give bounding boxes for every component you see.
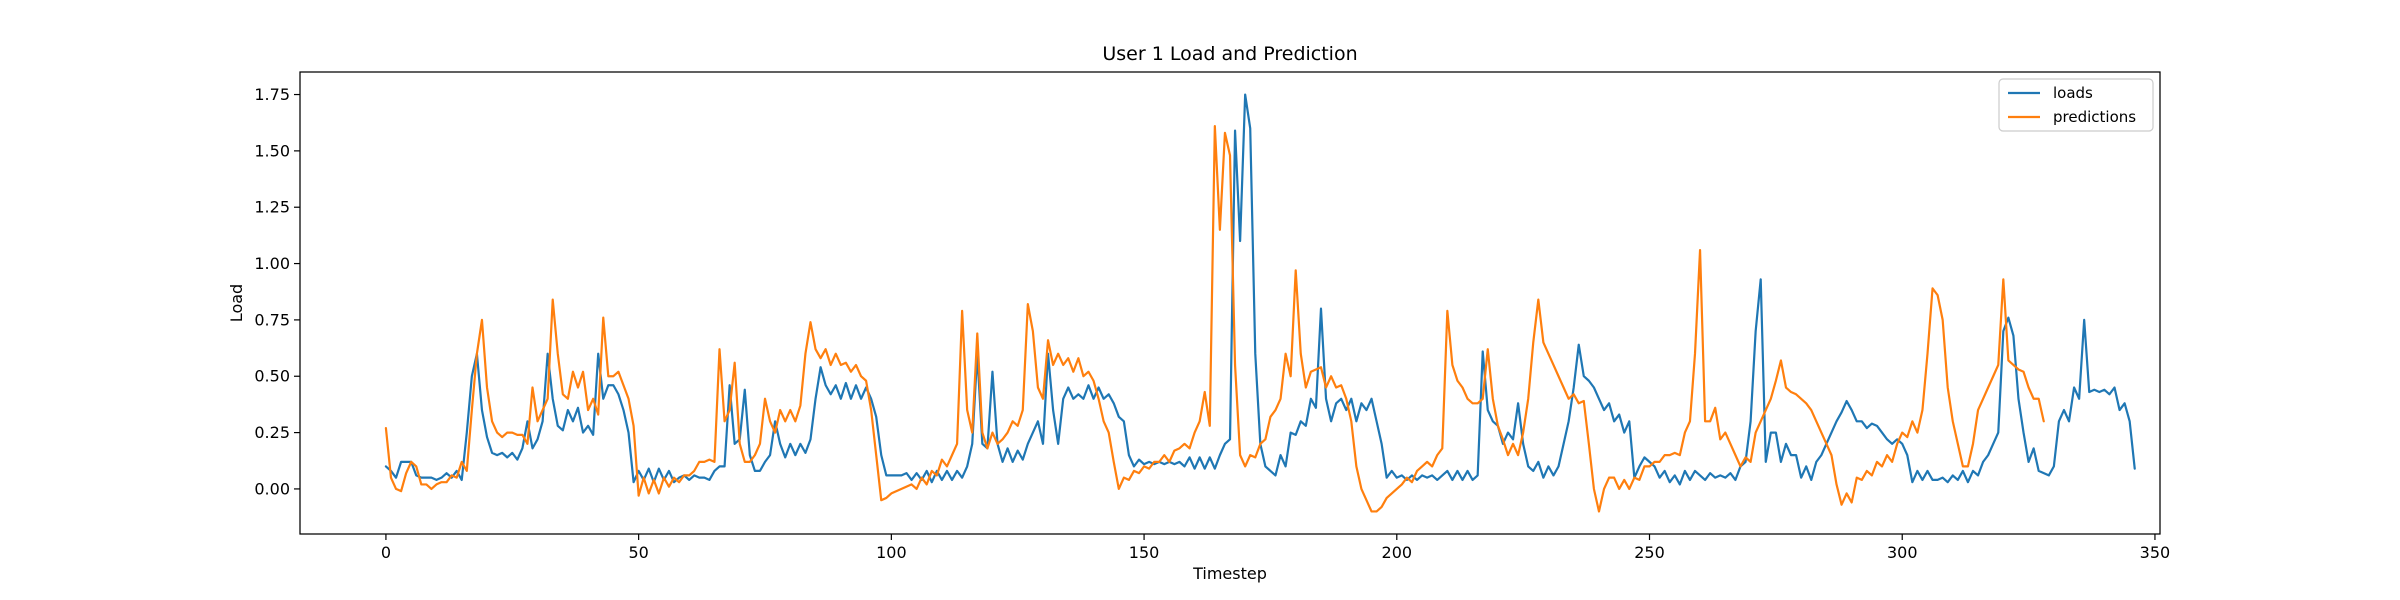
plot-frame bbox=[299, 71, 2161, 535]
x-tick-label: 350 bbox=[2140, 543, 2171, 562]
y-tick-label: 0.25 bbox=[254, 423, 290, 442]
plot-background bbox=[300, 72, 2160, 534]
x-tick-label: 150 bbox=[1129, 543, 1160, 562]
y-tick-label: 1.25 bbox=[254, 198, 290, 217]
y-tick-label: 1.50 bbox=[254, 141, 290, 160]
y-axis-label: Load bbox=[227, 284, 246, 322]
series-layer bbox=[384, 93, 2136, 513]
legend: loads predictions bbox=[1998, 78, 2154, 132]
x-tick-label: 100 bbox=[876, 543, 907, 562]
x-axis: 0 50 100 150 200 250 300 350 bbox=[381, 534, 2170, 562]
chart-title: User 1 Load and Prediction bbox=[1102, 43, 1357, 65]
y-tick-label: 0.75 bbox=[254, 310, 290, 329]
series-line-predictions bbox=[384, 124, 2045, 513]
x-tick-label: 0 bbox=[381, 543, 391, 562]
y-tick-label: 0.50 bbox=[254, 367, 290, 386]
x-axis-label: Timestep bbox=[1192, 564, 1267, 583]
y-tick-label: 1.75 bbox=[254, 85, 290, 104]
x-tick-label: 50 bbox=[628, 543, 648, 562]
y-axis: 0.00 0.25 0.50 0.75 1.00 1.25 1.50 1.75 bbox=[254, 85, 300, 498]
y-tick-label: 0.00 bbox=[254, 479, 290, 498]
x-tick-label: 200 bbox=[1382, 543, 1413, 562]
x-tick-label: 300 bbox=[1887, 543, 1918, 562]
plot-area bbox=[299, 71, 2161, 535]
y-tick-label: 1.00 bbox=[254, 254, 290, 273]
legend-label-predictions: predictions bbox=[2053, 108, 2136, 126]
legend-label-loads: loads bbox=[2053, 84, 2093, 102]
x-tick-label: 250 bbox=[1634, 543, 1665, 562]
